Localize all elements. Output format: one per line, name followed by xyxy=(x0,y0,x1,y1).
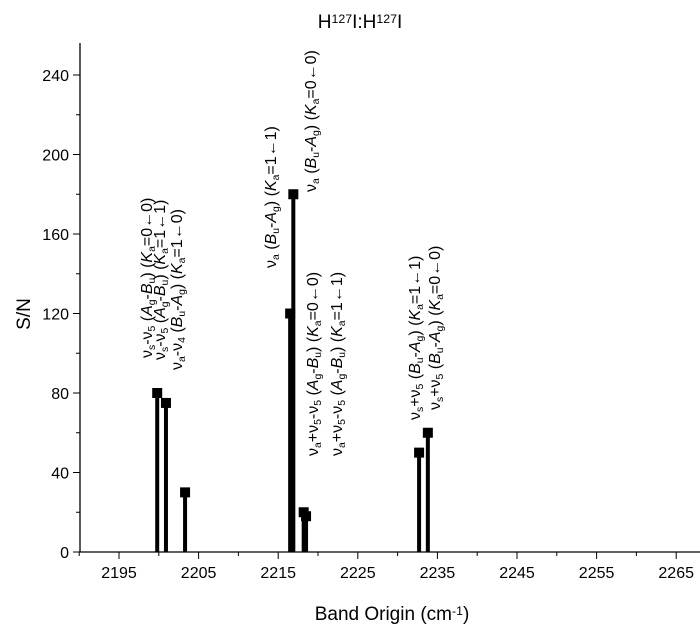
band-assignment-label: νs+ν5 (Bu-Ag) (Ka=1←1) xyxy=(407,256,426,420)
data-point xyxy=(180,487,191,498)
y-tick-label: 240 xyxy=(42,68,69,85)
axes: 0 40 80 120 160 200 240 2195 2205 2215 2225 2235 224… xyxy=(42,43,700,582)
data-point xyxy=(301,511,312,522)
x-tick-label: 2225 xyxy=(340,565,376,582)
band-assignment-label: νs-ν5 (Ag-Bu) (Ka=1←1) xyxy=(152,200,171,360)
y-tick-label: 80 xyxy=(51,386,69,403)
band-assignment-label: νa-ν4 (Bu-Ag) (Ka=1←0) xyxy=(169,209,188,370)
y-tick-label: 200 xyxy=(42,148,69,165)
x-tick-label: 2255 xyxy=(579,565,615,582)
y-tick-label: 40 xyxy=(51,466,69,483)
y-tick-label: 120 xyxy=(42,307,69,324)
data-point xyxy=(285,308,296,319)
x-tick-label: 2235 xyxy=(420,565,456,582)
x-tick-label: 2195 xyxy=(101,565,137,582)
data-point xyxy=(160,397,171,408)
band-assignment-label: νa (Bu-Ag) (Ka=1←1) xyxy=(263,126,282,268)
y-axis-label: S/N xyxy=(14,298,35,330)
x-axis-label: Band Origin (cm-1) xyxy=(315,604,470,625)
data-point xyxy=(414,447,425,458)
data-point xyxy=(422,427,433,438)
data-point xyxy=(152,388,163,398)
y-tick-label: 0 xyxy=(60,545,69,562)
x-tick-label: 2245 xyxy=(499,565,535,582)
data-marks xyxy=(152,189,433,552)
band-assignment-label: νa+ν5-ν5 (Ag-Bu) (Ka=0←0) xyxy=(305,272,324,456)
x-tick-label: 2205 xyxy=(181,565,217,582)
band-assignment-label: νa+ν5-ν5 (Ag-Bu) (Ka=1←1) xyxy=(329,272,348,456)
band-assignment-label: νa (Bu-Ag) (Ka=0←0) xyxy=(303,50,322,192)
data-point xyxy=(288,189,299,200)
x-tick-label: 2215 xyxy=(260,565,296,582)
band-assignment-label: νs+ν5 (Bu-Ag) (Ka=0←0) xyxy=(427,246,446,410)
x-tick-label: 2265 xyxy=(658,565,694,582)
y-tick-label: 160 xyxy=(42,227,69,244)
annotations: νs-ν5 (Ag-Bu) (Ka=0←0)νs-ν5 (Ag-Bu) (Ka=… xyxy=(139,50,446,456)
chart-title: H127I:H127I xyxy=(318,12,403,33)
band-assignment-label: νs-ν5 (Ag-Bu) (Ka=0←0) xyxy=(139,198,158,358)
